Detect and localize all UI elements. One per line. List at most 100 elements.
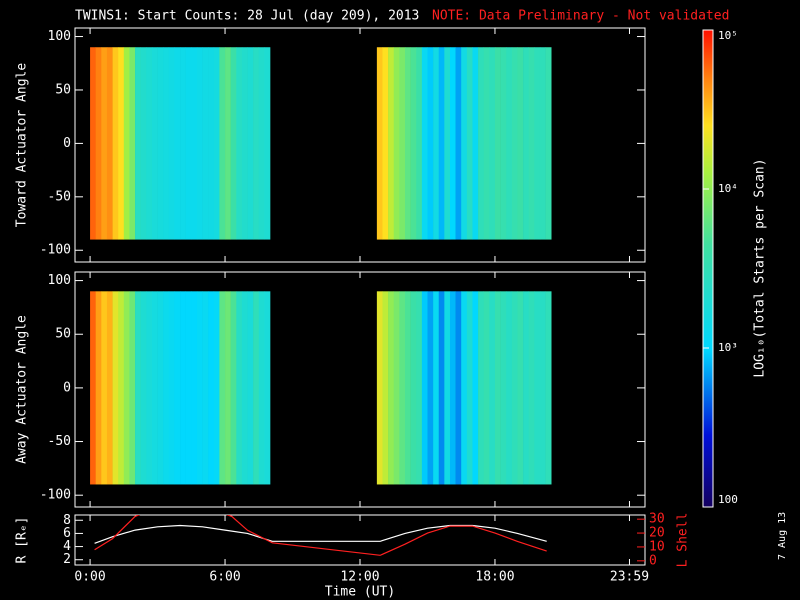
heat-cell <box>534 47 541 240</box>
heat-cell <box>163 47 170 240</box>
heat-cell <box>118 291 125 485</box>
heat-cell <box>534 291 541 485</box>
heat-cell <box>376 291 383 485</box>
heat-cell <box>494 291 501 485</box>
heat-cell <box>444 291 451 485</box>
heat-cell <box>247 47 254 240</box>
heat-cell <box>500 291 507 485</box>
colorbar-tick-label: 10⁵ <box>718 29 738 42</box>
line-series <box>94 524 547 544</box>
heat-cell <box>196 291 203 485</box>
note: NOTE: Data Preliminary - Not validated <box>432 9 729 24</box>
heat-cell <box>129 47 136 240</box>
heat-cell <box>528 47 535 240</box>
y-tick-label: 8 <box>63 513 71 528</box>
heat-cell <box>140 291 147 485</box>
heat-cell <box>410 47 417 240</box>
heat-cell <box>483 291 490 485</box>
heat-cell <box>106 47 113 240</box>
y-tick-label: 50 <box>55 327 71 342</box>
heat-cell <box>421 47 428 240</box>
heat-cell <box>185 47 192 240</box>
heat-cell <box>112 47 119 240</box>
heat-cell <box>438 47 445 240</box>
colorbar-tick-label: 10³ <box>718 341 738 354</box>
x-axis-label: Time (UT) <box>325 585 395 600</box>
heat-cell <box>461 47 468 240</box>
heat-cell <box>191 291 198 485</box>
heat-cell <box>146 47 153 240</box>
y-axis-label: Away Actuator Angle <box>15 315 30 464</box>
heat-cell <box>427 291 434 485</box>
x-tick-label: 6:00 <box>209 570 240 585</box>
line-series <box>94 515 547 556</box>
y-tick-label: 6 <box>63 526 71 541</box>
heat-cell <box>404 47 411 240</box>
colorbar-tick-label: 100 <box>718 493 738 506</box>
chart-title: TWINS1: Start Counts: 28 Jul (day 209), … <box>75 9 419 24</box>
heat-cell <box>433 47 440 240</box>
heat-cell <box>157 47 164 240</box>
heat-cell <box>421 291 428 485</box>
heat-cell <box>241 47 248 240</box>
heat-cell <box>112 291 119 485</box>
heat-cell <box>191 47 198 240</box>
heat-cell <box>478 47 485 240</box>
heat-cell <box>461 291 468 485</box>
heat-cell <box>399 47 406 240</box>
heat-cell <box>416 291 423 485</box>
heat-cell <box>135 47 141 240</box>
colorbar-label: LOG₁₀(Total Starts per Scan) <box>753 158 768 377</box>
heat-cell <box>253 47 260 240</box>
heat-cell <box>472 291 479 485</box>
x-tick-label: 23:59 <box>610 570 649 585</box>
heat-cell <box>404 291 411 485</box>
heat-cell <box>163 291 170 485</box>
heat-cell <box>388 291 395 485</box>
heat-cell <box>517 47 524 240</box>
date-stamp: 7 Aug 13 <box>777 512 788 560</box>
heat-cell <box>135 291 141 485</box>
y2-axis-label: L Shell <box>676 513 691 568</box>
heat-cell <box>180 47 186 240</box>
heat-cell <box>523 291 530 485</box>
heat-cell <box>382 47 389 240</box>
heat-cell <box>455 47 462 240</box>
heat-cell <box>489 47 496 240</box>
heat-cell <box>494 47 501 240</box>
heat-cell <box>95 291 102 485</box>
y-tick-label: -100 <box>40 243 71 258</box>
heat-cell <box>241 291 248 485</box>
heat-cell <box>168 47 175 240</box>
y-tick-label: 100 <box>48 29 71 44</box>
y-axis-label: Toward Actuator Angle <box>15 63 30 228</box>
heat-cell <box>433 291 440 485</box>
heat-cell <box>466 47 473 240</box>
heat-cell <box>123 47 130 240</box>
heat-cell <box>180 291 186 485</box>
heat-cell <box>539 291 546 485</box>
heat-cell <box>106 291 113 485</box>
x-tick-label: 0:00 <box>74 570 105 585</box>
x-tick-label: 18:00 <box>475 570 514 585</box>
heat-cell <box>506 47 513 240</box>
y-tick-label: -50 <box>48 434 71 449</box>
heat-cell <box>517 291 524 485</box>
heat-cell <box>95 47 102 240</box>
y-tick-label: -50 <box>48 189 71 204</box>
heat-cell <box>455 291 462 485</box>
heat-cell <box>151 47 158 240</box>
heat-cell <box>202 47 209 240</box>
heat-cell <box>258 291 265 485</box>
heat-cell <box>427 47 434 240</box>
heat-cell <box>196 47 203 240</box>
heat-cell <box>483 47 490 240</box>
heat-cell <box>511 47 518 240</box>
heat-cell <box>225 47 231 240</box>
heat-cell <box>151 291 158 485</box>
heat-cell <box>90 47 96 240</box>
heat-cell <box>449 291 456 485</box>
heat-cell <box>123 291 130 485</box>
heat-cell <box>140 47 147 240</box>
heat-cell <box>393 47 400 240</box>
